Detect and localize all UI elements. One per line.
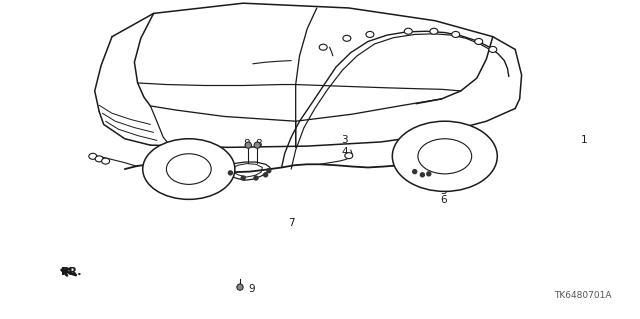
Circle shape xyxy=(427,172,431,176)
Text: 5: 5 xyxy=(440,186,447,197)
Circle shape xyxy=(254,176,258,180)
Ellipse shape xyxy=(366,32,374,37)
Ellipse shape xyxy=(452,32,460,37)
Ellipse shape xyxy=(430,28,438,34)
Text: 7: 7 xyxy=(288,218,294,228)
Text: 1: 1 xyxy=(580,135,587,145)
Ellipse shape xyxy=(254,142,260,148)
Text: 6: 6 xyxy=(440,195,447,205)
Ellipse shape xyxy=(319,44,327,50)
Text: 4: 4 xyxy=(341,146,348,157)
Ellipse shape xyxy=(245,142,252,148)
Ellipse shape xyxy=(237,284,243,290)
Text: 9: 9 xyxy=(180,169,187,180)
Ellipse shape xyxy=(143,139,235,199)
Circle shape xyxy=(267,169,271,173)
Circle shape xyxy=(228,171,232,175)
Ellipse shape xyxy=(392,121,497,191)
Text: 8: 8 xyxy=(255,139,262,149)
Ellipse shape xyxy=(102,158,109,164)
Text: 3: 3 xyxy=(341,135,348,145)
Text: 9: 9 xyxy=(248,284,255,294)
Circle shape xyxy=(413,170,417,174)
Text: FR.: FR. xyxy=(61,267,82,277)
Ellipse shape xyxy=(343,35,351,41)
Text: 8: 8 xyxy=(243,139,250,149)
Ellipse shape xyxy=(475,39,483,44)
Ellipse shape xyxy=(95,156,103,162)
Circle shape xyxy=(264,173,268,177)
Ellipse shape xyxy=(404,28,412,34)
Circle shape xyxy=(420,173,424,177)
Ellipse shape xyxy=(489,47,497,52)
Text: TK6480701A: TK6480701A xyxy=(554,291,611,300)
Text: 2: 2 xyxy=(175,172,181,182)
Ellipse shape xyxy=(345,153,353,159)
Ellipse shape xyxy=(89,153,97,159)
Circle shape xyxy=(241,176,245,180)
